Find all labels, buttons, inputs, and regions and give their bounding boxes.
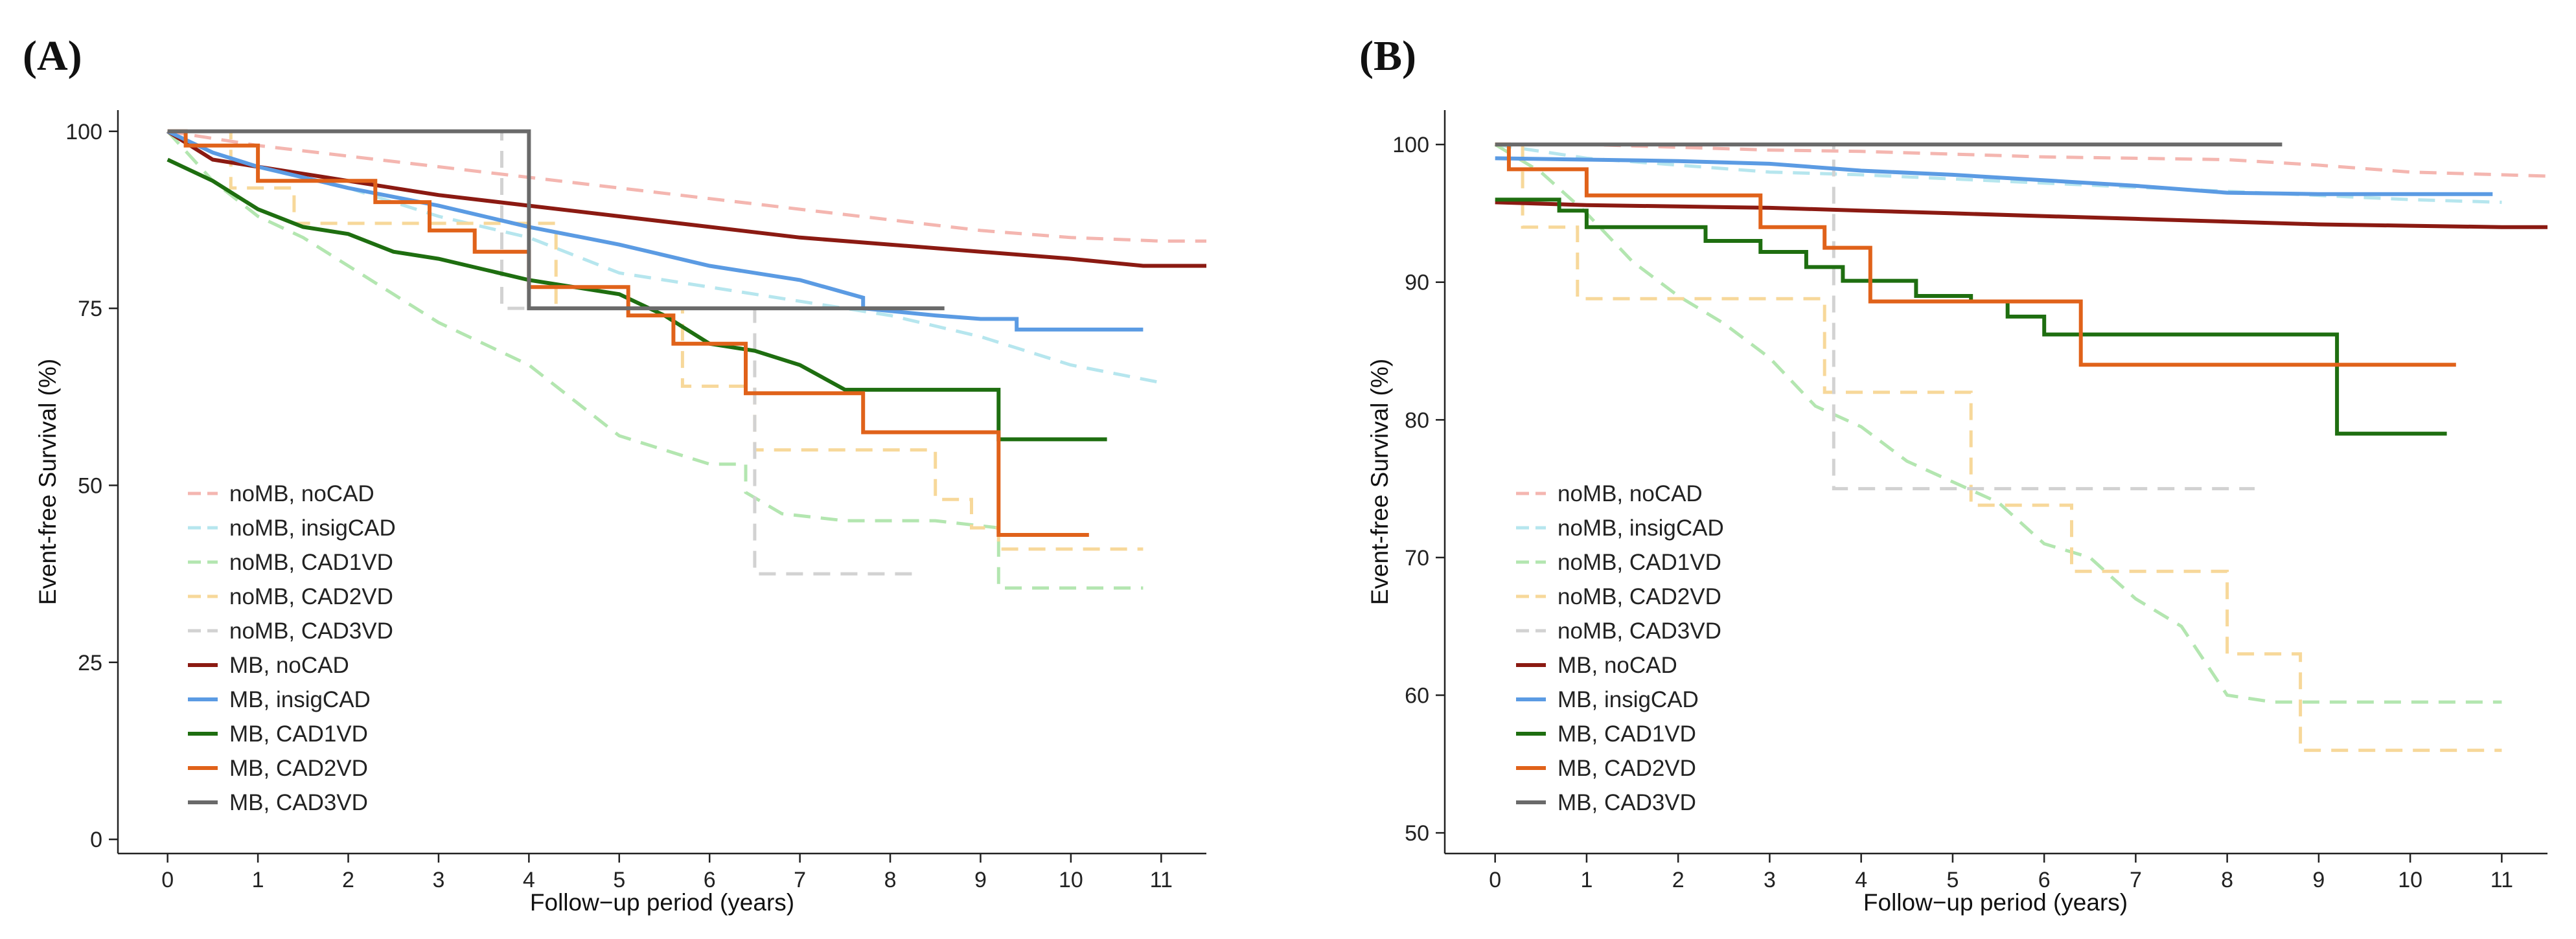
legend-label: MB, CAD3VD xyxy=(1558,790,1696,815)
legend-label: noMB, CAD1VD xyxy=(229,550,393,575)
legend-label: MB, noCAD xyxy=(1558,653,1677,678)
y-tick-label: 100 xyxy=(65,120,102,144)
panel-a-series-line-7 xyxy=(167,157,1107,442)
x-tick-label: 11 xyxy=(1150,868,1173,892)
panel-a-y-axis-title: Event-free Survival (%) xyxy=(34,359,61,605)
legend-label: MB, CAD3VD xyxy=(229,790,368,815)
y-tick-label: 80 xyxy=(1405,408,1429,433)
panel-a-series-line-4 xyxy=(167,130,917,576)
x-tick-label: 1 xyxy=(1580,868,1593,892)
legend-label: MB, insigCAD xyxy=(229,687,371,712)
panel-b-axes xyxy=(1443,110,2547,855)
panel-a: (A) 0 1 2 3 4 5 6 7 8 9 10 11 0 25 50 75 100 Follow−up … xyxy=(23,32,1206,916)
legend-label: noMB, CAD1VD xyxy=(1558,550,1721,575)
y-tick-label: 100 xyxy=(1392,133,1429,157)
legend-label: MB, insigCAD xyxy=(1558,687,1699,712)
panel-b-series-line-1 xyxy=(1495,142,2502,204)
panel-b-y-axis-title: Event-free Survival (%) xyxy=(1366,359,1393,605)
panel-b-y-ticks: 50 60 70 80 90 100 xyxy=(1392,133,1445,846)
legend-label: MB, CAD2VD xyxy=(229,756,368,781)
panel-a-series-line-8 xyxy=(167,129,1089,537)
panel-b-series-line-6 xyxy=(1495,156,2493,196)
x-tick-label: 5 xyxy=(613,868,625,892)
x-tick-label: 9 xyxy=(2312,868,2325,892)
y-tick-label: 70 xyxy=(1405,546,1429,571)
y-tick-label: 0 xyxy=(90,828,102,852)
x-tick-label: 7 xyxy=(794,868,806,892)
panel-b-series-line-7 xyxy=(1495,198,2447,436)
panel-b-series-line-5 xyxy=(1495,200,2547,229)
panel-a-legend: noMB, noCAD noMB, insigCAD noMB, CAD1VD noM… xyxy=(188,481,396,815)
x-tick-label: 6 xyxy=(704,868,716,892)
x-tick-label: 2 xyxy=(342,868,354,892)
x-tick-label: 4 xyxy=(523,868,535,892)
x-tick-label: 11 xyxy=(2490,868,2513,892)
x-tick-label: 9 xyxy=(974,868,987,892)
legend-label: noMB, insigCAD xyxy=(229,515,396,541)
legend-label: MB, CAD1VD xyxy=(229,721,368,747)
x-tick-label: 5 xyxy=(1946,868,1959,892)
x-tick-label: 7 xyxy=(2130,868,2142,892)
x-tick-label: 8 xyxy=(884,868,897,892)
panel-a-axes xyxy=(117,110,1206,855)
panel-a-series-line-9 xyxy=(167,129,945,311)
panel-b: (B) 0 1 2 3 4 5 6 7 8 9 10 11 50 60 70 80 90 100 Follow−… xyxy=(1359,32,2548,916)
x-tick-label: 10 xyxy=(1059,868,1083,892)
panel-a-series-line-6 xyxy=(167,130,1144,332)
y-tick-label: 25 xyxy=(78,651,102,675)
legend-label: noMB, CAD3VD xyxy=(1558,618,1721,644)
panel-b-series-group xyxy=(1494,142,2548,752)
panel-b-x-axis-title: Follow−up period (years) xyxy=(1863,889,2128,916)
legend-label: MB, CAD1VD xyxy=(1558,721,1696,747)
x-tick-label: 8 xyxy=(2221,868,2233,892)
panel-a-series-group xyxy=(166,129,1206,590)
x-tick-label: 0 xyxy=(161,868,174,892)
legend-label: noMB, noCAD xyxy=(1558,481,1703,506)
legend-label: noMB, CAD2VD xyxy=(229,584,393,609)
legend-label: noMB, insigCAD xyxy=(1558,515,1724,541)
legend-label: noMB, CAD2VD xyxy=(1558,584,1721,609)
panel-b-label: (B) xyxy=(1359,32,1416,80)
x-tick-label: 3 xyxy=(432,868,444,892)
y-tick-label: 50 xyxy=(78,473,102,498)
panel-b-x-ticks: 0 1 2 3 4 5 6 7 8 9 10 11 xyxy=(1489,854,2513,892)
panel-a-x-axis-title: Follow−up period (years) xyxy=(530,889,794,916)
panel-b-legend: noMB, noCAD noMB, insigCAD noMB, CAD1VD noM… xyxy=(1516,481,1724,815)
legend-label: MB, CAD2VD xyxy=(1558,756,1696,781)
panel-a-x-ticks: 0 1 2 3 4 5 6 7 8 9 10 11 xyxy=(161,854,1173,892)
panel-b-series-line-2 xyxy=(1494,142,2502,704)
x-tick-label: 1 xyxy=(252,868,264,892)
panel-b-series-line-3 xyxy=(1495,142,2502,752)
panel-a-series-line-3 xyxy=(167,130,1144,551)
y-tick-label: 75 xyxy=(78,297,102,321)
panel-b-series-line-0 xyxy=(1495,142,2548,178)
x-tick-label: 0 xyxy=(1489,868,1501,892)
panel-a-series-line-5 xyxy=(167,130,1206,268)
y-tick-label: 50 xyxy=(1405,821,1429,846)
panel-a-y-ticks: 0 25 50 75 100 xyxy=(65,120,118,852)
x-tick-label: 10 xyxy=(2398,868,2422,892)
x-tick-label: 6 xyxy=(2038,868,2051,892)
panel-a-series-line-0 xyxy=(167,130,1206,243)
y-tick-label: 60 xyxy=(1405,684,1429,708)
x-tick-label: 4 xyxy=(1855,868,1867,892)
legend-label: noMB, CAD3VD xyxy=(229,618,393,644)
panel-b-series-line-8 xyxy=(1495,142,2456,367)
panel-a-label: (A) xyxy=(23,32,82,80)
y-tick-label: 90 xyxy=(1405,271,1429,295)
legend-label: MB, noCAD xyxy=(229,653,349,678)
x-tick-label: 2 xyxy=(1672,868,1685,892)
x-tick-label: 3 xyxy=(1764,868,1776,892)
legend-label: noMB, noCAD xyxy=(229,481,374,506)
panel-a-series-line-2 xyxy=(166,130,1144,590)
